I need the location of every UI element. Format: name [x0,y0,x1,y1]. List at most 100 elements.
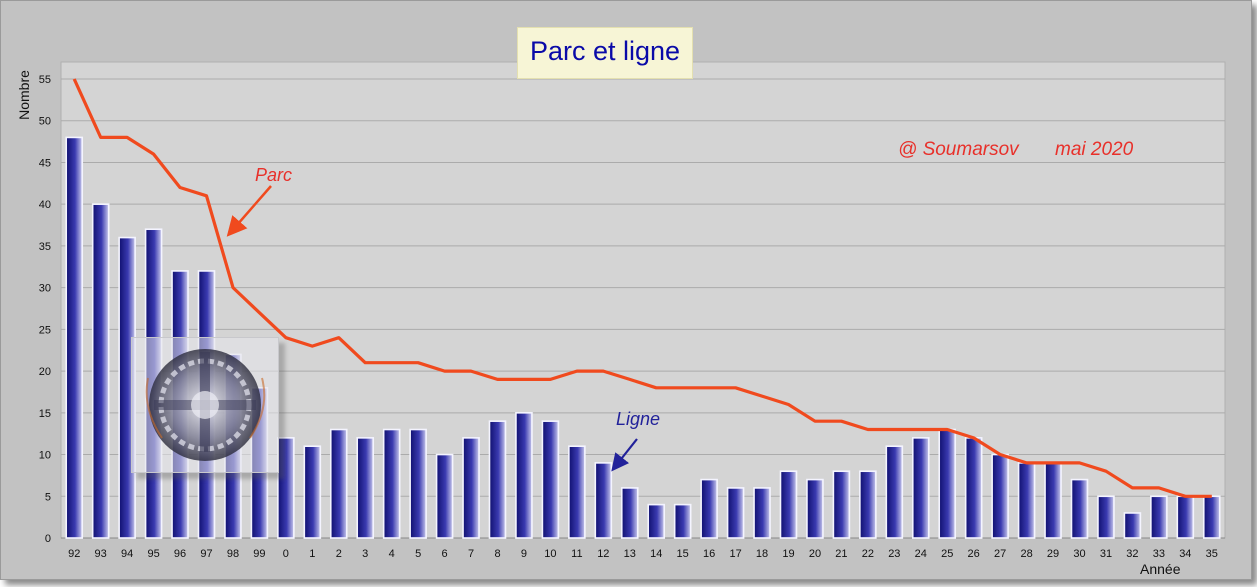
bar-ligne [938,428,957,539]
annotation-parc-arrow [226,185,272,237]
x-tick-label: 20 [809,548,821,560]
x-tick-label: 99 [253,548,265,560]
bar-ligne [1123,512,1142,539]
x-tick-label: 8 [494,548,500,560]
bar-ligne [753,487,771,539]
y-tick-label: 15 [39,408,51,420]
bar-ligne [91,203,110,539]
bar-ligne [911,437,930,539]
y-tick-label: 50 [39,116,51,128]
x-tick-label: 28 [1020,548,1032,560]
bar-ligne [277,437,295,539]
seal-emblem-icon [145,349,266,461]
x-tick-label: 15 [677,548,689,560]
bar-ligne [885,445,904,539]
x-tick-label: 94 [121,548,133,560]
y-tick-label: 30 [39,283,51,295]
bar-ligne [964,437,983,539]
y-tick-label: 35 [39,241,51,253]
x-tick-label: 0 [283,548,289,560]
x-tick-label: 96 [174,548,186,560]
bar-ligne [700,478,718,539]
bar-ligne [620,487,639,539]
x-tick-label: 25 [941,548,953,560]
y-axis-label: Nombre [16,70,32,120]
x-tick-label: 27 [994,548,1006,560]
bar-ligne [647,503,666,539]
bar-ligne [806,478,824,539]
x-tick-label: 12 [597,548,609,560]
annotation-parc: Parc [255,165,292,185]
x-tick-label: 4 [389,548,395,560]
annotation-ligne-arrow [611,438,638,472]
x-tick-label: 32 [1126,548,1138,560]
y-tick-label: 20 [39,366,51,378]
y-tick-label: 25 [39,324,51,336]
x-tick-label: 5 [415,548,421,560]
bar-ligne [594,462,613,539]
chart-title: Parc et ligne [529,36,681,66]
x-tick-label: 10 [544,548,556,560]
x-tick-label: 7 [468,548,474,560]
x-tick-label: 19 [782,548,794,560]
y-tick-label: 40 [39,199,51,211]
bar-ligne [356,437,375,539]
bar-ligne [1017,462,1036,539]
y-tick-label: 0 [45,533,51,545]
bar-ligne [541,420,560,539]
x-tick-label: 9 [521,548,527,560]
bar-ligne [1176,495,1195,539]
chart-date: mai 2020 [1055,139,1134,160]
x-tick-label: 18 [756,548,768,560]
x-tick-label: 34 [1179,548,1191,560]
line-parc [72,78,1212,498]
bar-ligne [435,453,454,539]
x-tick-label: 22 [862,548,874,560]
x-tick-label: 1 [309,548,315,560]
x-tick-label: 97 [200,548,212,560]
bar-ligne [329,428,348,539]
bar-ligne [462,437,480,539]
bar-ligne [1202,495,1221,539]
x-tick-label: 98 [227,548,239,560]
bar-ligne [1150,495,1168,539]
x-tick-label: 3 [362,548,368,560]
bar-ligne [1097,495,1115,539]
x-tick-label: 6 [442,548,448,560]
chart-credit: @ Soumarsov [898,139,1019,160]
watermark-seal [131,337,279,473]
bar-ligne [303,445,322,539]
bar-ligne [488,420,507,539]
y-tick-label: 55 [39,74,51,86]
bar-ligne [1070,478,1089,539]
x-tick-label: 35 [1206,548,1218,560]
x-tick-label: 93 [95,548,107,560]
bar-ligne [832,470,851,539]
x-tick-label: 31 [1100,548,1112,560]
x-tick-label: 14 [650,548,662,560]
y-tick-label: 45 [39,157,51,169]
bar-ligne [859,470,877,539]
bar-ligne [382,428,401,539]
bar-ligne [1044,462,1062,539]
x-tick-label: 21 [835,548,847,560]
x-tick-label: 95 [147,548,159,560]
bar-ligne [991,453,1009,539]
bar-ligne [673,503,692,539]
x-tick-label: 92 [68,548,80,560]
bar-ligne [568,445,586,539]
bar-ligne [726,487,745,539]
title-box: Parc et ligne [517,27,693,79]
x-tick-label: 23 [888,548,900,560]
x-tick-label: 30 [1073,548,1085,560]
x-tick-label: 26 [968,548,980,560]
bar-ligne [515,412,533,539]
bar-ligne [65,136,84,539]
x-tick-label: 29 [1047,548,1059,560]
annotation-ligne: Ligne [616,409,660,429]
x-tick-label: 11 [571,548,582,560]
x-tick-label: 24 [915,548,927,560]
x-tick-label: 33 [1153,548,1165,560]
